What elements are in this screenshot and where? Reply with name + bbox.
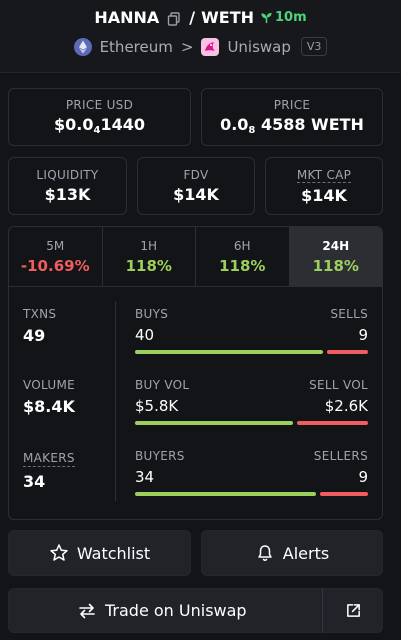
tab-change-value: -10.69% [20, 256, 90, 275]
trade-button[interactable]: Trade on Uniswap [8, 588, 383, 633]
buy-sell-volume-stat: BUY VOL SELL VOL $5.8K $2.6K [135, 378, 368, 425]
price-usd-prefix: $0.0 [54, 115, 94, 134]
chain-dex-row: Ethereum > Uniswap V3 [0, 37, 401, 56]
sells-label: SELLS [330, 307, 368, 321]
buyers-sellers-stat: BUYERS SELLERS 34 9 [135, 449, 368, 496]
tab-change-value: 118% [125, 256, 172, 275]
liquidity-label: LIQUIDITY [36, 168, 99, 182]
dex-link[interactable]: Uniswap [227, 37, 291, 56]
tab-label: 5M [46, 238, 65, 253]
buys-sells-ratio-bar [135, 350, 368, 354]
sells-bar-segment [326, 350, 368, 354]
sellers-bar-segment [319, 492, 368, 496]
stats-grid: TXNS 49 VOLUME $8.4K MAKERS 34 BUYS SELLS… [9, 287, 382, 519]
buy-sell-volume-ratio-bar [135, 421, 368, 425]
sellers-label: SELLERS [313, 449, 368, 463]
uniswap-icon [201, 37, 220, 56]
buyers-bar-segment [135, 492, 316, 496]
market-cap-value: $14K [301, 185, 347, 205]
buy-vol-label: BUY VOL [135, 378, 190, 392]
txns-label: TXNS [23, 307, 57, 321]
timeframe-stats-panel: 5M -10.69% 1H 118% 6H 118% 24H 118% TXNS… [8, 226, 383, 520]
volume-value: $8.4K [23, 397, 75, 416]
liquidity-value: $13K [44, 185, 91, 204]
pair-age-value: 10m [275, 10, 307, 25]
buy-vol-value: $5.8K [135, 397, 179, 415]
price-native-value: 0.08 4588 WETH [220, 115, 364, 136]
volume-stat: VOLUME $8.4K [23, 378, 75, 416]
buyers-sellers-ratio-bar [135, 492, 368, 496]
txns-value: 49 [23, 326, 46, 345]
base-token-symbol[interactable]: HANNA [94, 8, 160, 27]
buyers-label: BUYERS [135, 449, 185, 463]
buys-value: 40 [135, 326, 155, 344]
alerts-button[interactable]: Alerts [201, 530, 383, 576]
sell-vol-bar-segment [297, 421, 368, 425]
makers-label[interactable]: MAKERS [23, 451, 75, 467]
tab-label: 24H [322, 238, 350, 253]
buys-sells-stat: BUYS SELLS 40 9 [135, 307, 368, 354]
ethereum-icon [73, 37, 92, 56]
makers-value: 34 [23, 472, 46, 491]
tab-1h[interactable]: 1H 118% [103, 227, 196, 286]
buys-label: BUYS [135, 307, 169, 321]
alerts-label: Alerts [282, 543, 330, 563]
pair-separator: / [189, 8, 196, 27]
buyers-value: 34 [135, 468, 155, 486]
sells-value: 9 [358, 326, 368, 344]
fdv-value: $14K [173, 185, 219, 204]
pair-age: 10m [260, 10, 307, 25]
price-usd-label: PRICE USD [65, 98, 134, 112]
tab-24h[interactable]: 24H 118% [289, 227, 382, 286]
watchlist-label: Watchlist [76, 543, 151, 563]
fdv-box: FDV $14K [137, 157, 255, 215]
price-usd-digits: 1440 [100, 115, 145, 134]
bell-icon [258, 545, 272, 561]
liquidity-box: LIQUIDITY $13K [8, 157, 127, 215]
tab-change-value: 118% [219, 256, 266, 275]
tab-6h[interactable]: 6H 118% [196, 227, 290, 286]
buy-vol-bar-segment [135, 421, 293, 425]
chain-link[interactable]: Ethereum [99, 37, 173, 56]
tab-label: 1H [140, 238, 158, 253]
seedling-icon [261, 12, 272, 24]
pair-title-row: HANNA / WETH 10m [0, 8, 401, 27]
price-native-box: PRICE 0.08 4588 WETH [201, 88, 383, 146]
pair-header: HANNA / WETH 10m Ethereum > Uniswap V3 [0, 0, 401, 73]
tab-label: 6H [233, 238, 251, 253]
sell-vol-label: SELL VOL [309, 378, 368, 392]
makers-stat: MAKERS 34 [23, 447, 75, 491]
price-native-zero-count: 8 [248, 125, 256, 136]
txns-stat: TXNS 49 [23, 307, 56, 345]
timeframe-tabs: 5M -10.69% 1H 118% 6H 118% 24H 118% [9, 227, 382, 287]
price-usd-box: PRICE USD $0.041440 [8, 88, 191, 146]
dex-version-badge: V3 [300, 37, 328, 56]
volume-label: VOLUME [23, 378, 76, 392]
tab-change-value: 118% [312, 256, 359, 275]
swap-arrows-icon [79, 603, 95, 618]
price-native-digits: 4588 WETH [260, 115, 364, 134]
star-icon [50, 544, 68, 561]
fdv-label: FDV [183, 168, 209, 182]
sell-vol-value: $2.6K [324, 397, 368, 415]
tab-5m[interactable]: 5M -10.69% [9, 227, 103, 286]
external-link-icon [346, 604, 360, 617]
market-cap-box: MKT CAP $14K [265, 157, 383, 215]
price-usd-value: $0.041440 [54, 115, 145, 136]
price-usd-zero-count: 4 [93, 125, 101, 136]
copy-icon[interactable] [167, 11, 181, 26]
sellers-value: 9 [358, 468, 368, 486]
external-link-button[interactable] [322, 588, 383, 633]
stats-divider [115, 301, 116, 501]
price-native-prefix: 0.0 [220, 115, 249, 134]
buys-bar-segment [135, 350, 323, 354]
market-cap-label: MKT CAP [296, 167, 352, 183]
price-native-label: PRICE [273, 98, 311, 112]
quote-token-symbol[interactable]: WETH [201, 8, 255, 27]
watchlist-button[interactable]: Watchlist [8, 530, 191, 576]
trade-label: Trade on Uniswap [105, 601, 247, 620]
chevron-right-icon: > [180, 37, 194, 56]
